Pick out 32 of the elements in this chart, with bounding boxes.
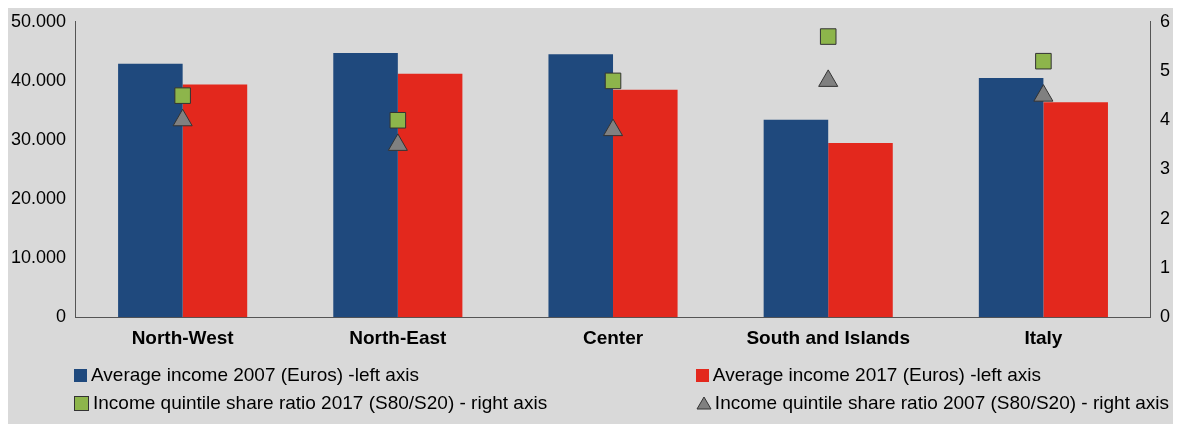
y-tick-label: 30.000 [10,128,67,149]
y-tick-label: 20.000 [10,188,67,209]
y2-tick-label: 0 [1159,306,1170,327]
x-tick-label: North-West [131,326,235,348]
x-tick-label: South and Islands [746,326,911,348]
x-tick-label: North-East [349,326,448,348]
bar [397,73,463,318]
legend-label: Average income 2007 (Euros) -left axis [91,364,420,386]
legend-label: Income quintile share ratio 2007 (S80/S20) - right axis [714,392,1169,414]
y-tick-label: 10.000 [10,247,67,268]
y2-tick-label: 1 [1159,256,1170,277]
bar [1043,102,1108,318]
y2-tick-label: 4 [1159,109,1170,130]
x-tick-label: Center [582,326,644,348]
y-tick-label: 40.000 [10,69,67,90]
bar [763,119,829,318]
y2-tick-label: 6 [1159,10,1170,31]
x-tick-label: Italy [1024,326,1063,348]
legend-label: Average income 2017 (Euros) -left axis [712,364,1041,386]
bar [548,54,614,318]
y-tick-label: 50.000 [10,10,67,31]
y2-tick-label: 3 [1159,158,1170,179]
bar [828,142,893,318]
bar [118,63,183,318]
y-tick-label: 0 [56,306,67,327]
bar [333,53,398,318]
bar [978,77,1044,318]
y2-tick-label: 5 [1159,60,1170,80]
bar [182,84,248,318]
legend-label: Income quintile share ratio 2017 (S80/S20) - right axis [93,392,548,414]
bar [613,89,678,318]
y2-tick-label: 2 [1159,207,1170,228]
